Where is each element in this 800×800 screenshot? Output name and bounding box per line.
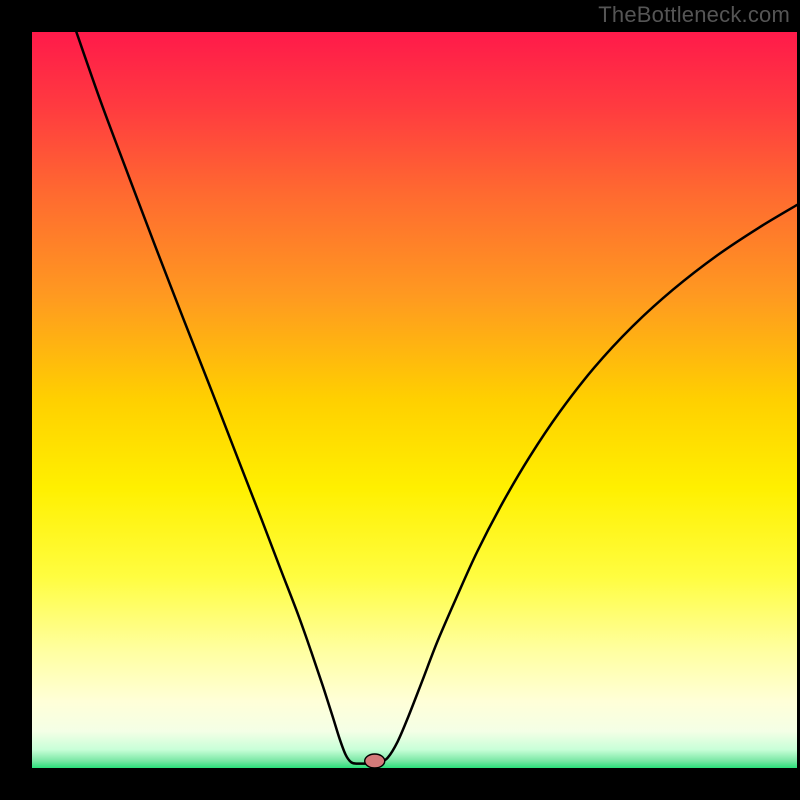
bottleneck-curve-chart xyxy=(32,32,797,768)
gradient-background xyxy=(32,32,797,768)
attribution-text: TheBottleneck.com xyxy=(598,2,790,28)
optimal-point-marker xyxy=(365,754,385,768)
chart-container xyxy=(32,32,797,768)
